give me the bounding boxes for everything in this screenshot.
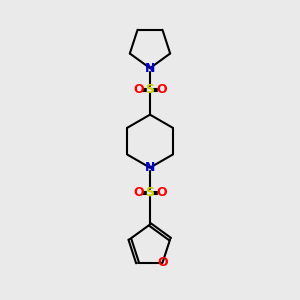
Text: O: O [156,83,166,96]
Text: O: O [157,256,168,269]
Text: S: S [146,186,154,199]
Text: O: O [156,186,166,199]
Text: N: N [145,161,155,174]
Text: S: S [146,83,154,96]
Text: O: O [134,83,144,96]
Text: N: N [145,61,155,75]
Text: O: O [134,186,144,199]
